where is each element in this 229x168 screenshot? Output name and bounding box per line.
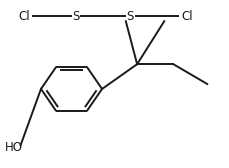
Text: HO: HO <box>5 141 23 154</box>
Text: Cl: Cl <box>181 10 193 23</box>
Text: Cl: Cl <box>18 10 30 23</box>
Text: S: S <box>127 10 134 23</box>
Text: S: S <box>72 10 80 23</box>
